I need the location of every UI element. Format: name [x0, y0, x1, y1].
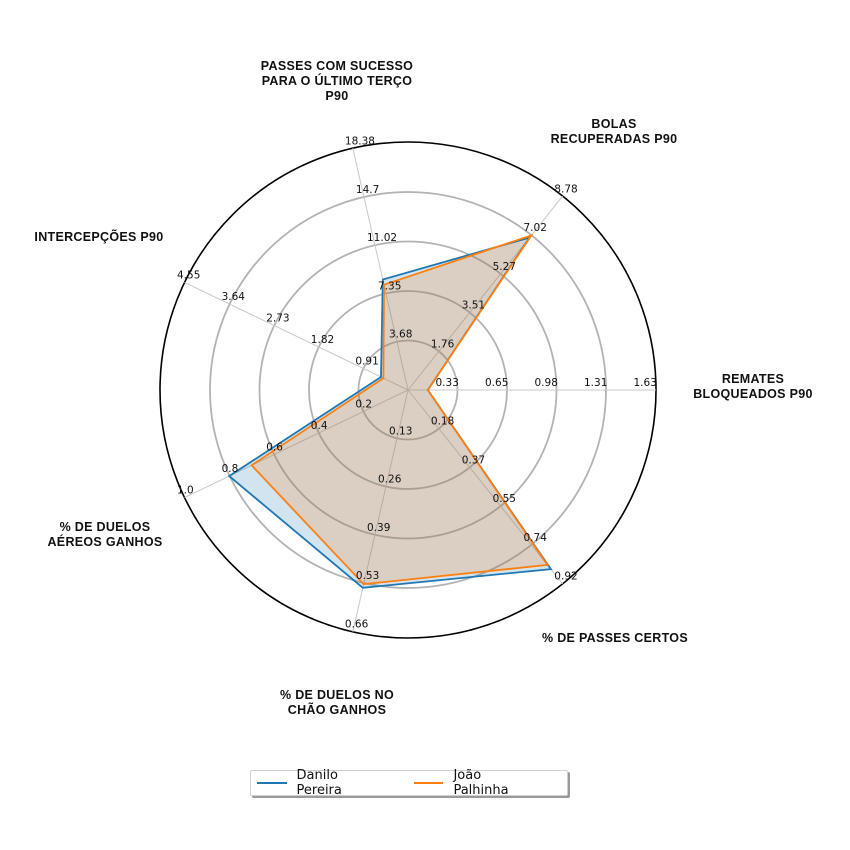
- tick-labels: 0.33 0.65 0.98 1.31 1.63 1.76 3.51 5.27 7.02 8.78…: [177, 136, 657, 631]
- axis-title-4-line-0: % DE DUELOS: [60, 520, 151, 534]
- legend-item-series-0: Danilo Pereira: [257, 768, 386, 798]
- axis-title-4-line-1: AÉREOS GANHOS: [47, 534, 162, 549]
- tick-label-axis-2-4: 18.38: [345, 136, 375, 148]
- axis-title-0-line-1: BLOQUEADOS P90: [693, 387, 813, 401]
- tick-label-axis-0-2: 0.98: [535, 377, 558, 389]
- axis-title-2-line-1: PARA O ÚLTIMO TERÇO: [262, 73, 413, 88]
- tick-label-axis-2-0: 3.68: [389, 329, 412, 341]
- tick-label-axis-4-2: 0.6: [266, 441, 283, 453]
- axis-title-2-line-2: P90: [325, 89, 348, 103]
- series-area-1: [251, 235, 548, 585]
- legend: Danilo Pereira João Palhinha: [250, 768, 568, 798]
- tick-label-axis-3-2: 2.73: [266, 313, 289, 325]
- tick-label-axis-1-0: 1.76: [431, 338, 455, 350]
- tick-label-axis-5-2: 0.39: [367, 522, 390, 534]
- axis-title-6-line-0: % DE PASSES CERTOS: [542, 631, 688, 645]
- legend-label-series-1: João Palhinha: [453, 768, 509, 798]
- axis-title-5-line-0: % DE DUELOS NO: [280, 688, 394, 702]
- tick-label-axis-3-3: 3.64: [222, 291, 246, 303]
- tick-label-axis-4-0: 0.2: [355, 399, 372, 411]
- tick-label-axis-1-3: 7.02: [524, 222, 547, 234]
- tick-label-axis-1-2: 5.27: [493, 261, 516, 273]
- tick-label-axis-3-1: 1.82: [311, 334, 334, 346]
- tick-label-axis-6-3: 0.74: [524, 532, 548, 544]
- tick-label-axis-4-3: 0.8: [222, 463, 239, 475]
- axis-title-1-line-0: BOLAS: [591, 117, 636, 131]
- legend-swatch-series-1: [413, 782, 444, 784]
- tick-label-axis-3-4: 4.55: [177, 270, 200, 282]
- tick-label-axis-4-1: 0.4: [311, 420, 328, 432]
- series-line-1: [250, 233, 550, 586]
- legend-item-series-1: João Palhinha: [413, 768, 539, 798]
- tick-label-axis-0-4: 1.63: [634, 377, 657, 389]
- axis-title-1-line-1: RECUPERADAS P90: [551, 132, 678, 146]
- legend-swatch-series-0: [257, 782, 287, 784]
- tick-label-axis-5-0: 0.13: [389, 425, 412, 437]
- spoke-4: [184, 389, 409, 499]
- spoke-1: [407, 195, 564, 391]
- tick-label-axis-2-2: 11.02: [367, 232, 397, 244]
- axis-title-3-line-0: INTERCEPÇÕES P90: [34, 229, 163, 244]
- spoke-6: [407, 389, 564, 585]
- spoke-2: [352, 148, 409, 391]
- axis-title-5-line-1: CHÃO GANHOS: [288, 702, 386, 717]
- tick-label-axis-2-1: 7.35: [378, 281, 401, 293]
- tick-label-axis-6-1: 0.37: [462, 454, 485, 466]
- axis-spokes: [184, 148, 656, 632]
- tick-label-axis-1-1: 3.51: [462, 300, 485, 312]
- tick-label-axis-0-3: 1.31: [584, 377, 607, 389]
- tick-label-axis-6-0: 0.18: [431, 416, 454, 428]
- tick-label-axis-6-4: 0.92: [554, 571, 577, 583]
- series-lines: [227, 233, 553, 589]
- tick-label-axis-4-4: 1.0: [177, 484, 194, 496]
- spoke-3: [184, 281, 409, 391]
- tick-label-axis-0-1: 0.65: [485, 377, 508, 389]
- axis-title-0-line-0: REMATES: [722, 372, 784, 386]
- axis-title-2-line-0: PASSES COM SUCESSO: [261, 59, 413, 73]
- tick-label-axis-6-2: 0.55: [493, 493, 516, 505]
- tick-label-axis-0-0: 0.33: [436, 377, 459, 389]
- tick-label-axis-1-4: 8.78: [554, 184, 577, 196]
- tick-label-axis-5-3: 0.53: [356, 570, 379, 582]
- tick-label-axis-5-4: 0.66: [345, 618, 369, 630]
- tick-label-axis-5-1: 0.26: [378, 474, 402, 486]
- legend-label-series-0: Danilo Pereira: [296, 768, 342, 798]
- tick-label-axis-3-0: 0.91: [355, 356, 378, 368]
- spoke-5: [352, 389, 409, 632]
- tick-label-axis-2-3: 14.7: [356, 184, 379, 196]
